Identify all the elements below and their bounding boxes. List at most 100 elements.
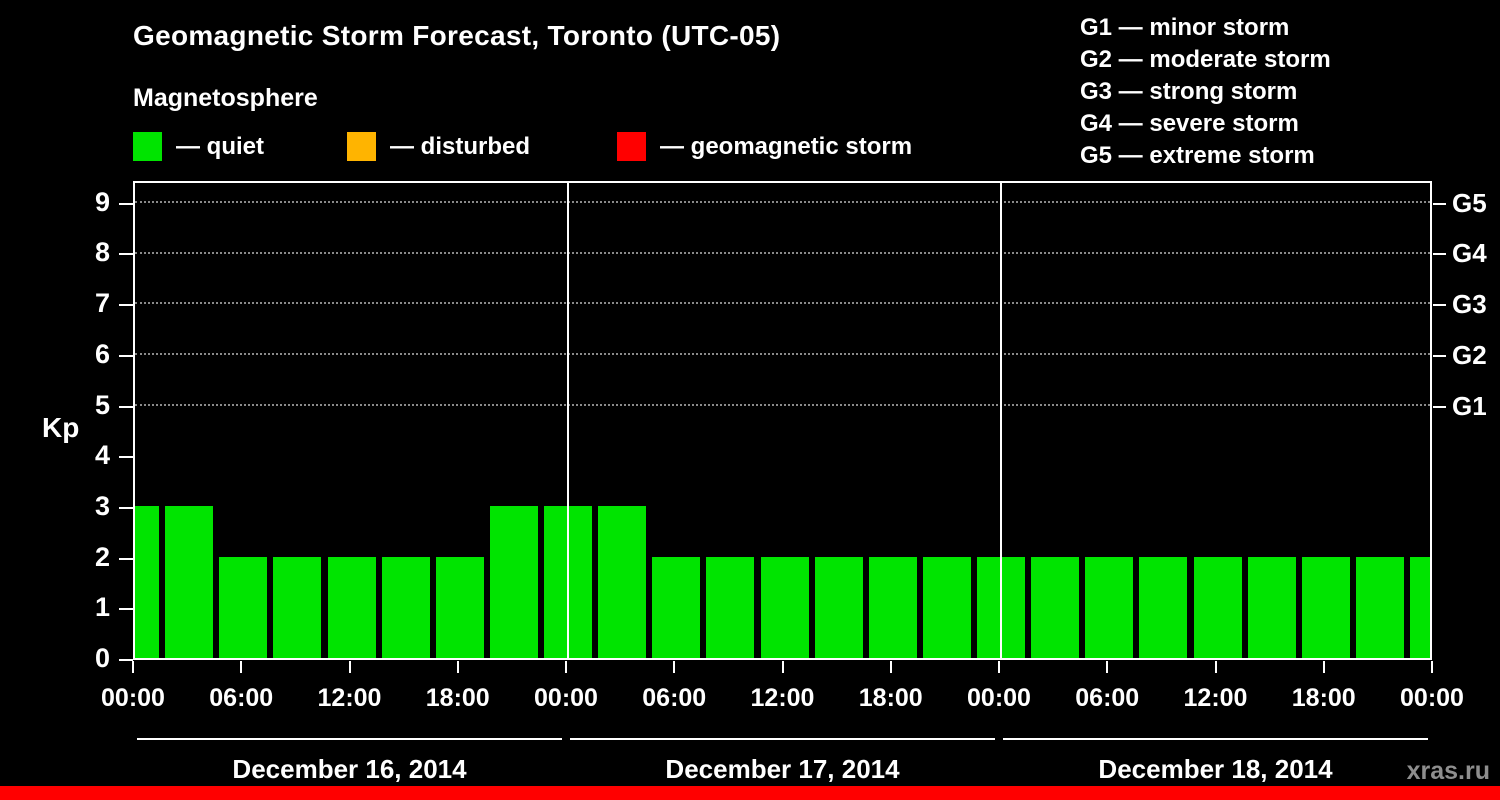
y-axis-tick-label: 8 (94, 237, 110, 268)
day-separator-line (567, 183, 569, 658)
legend-label: — quiet (176, 132, 264, 160)
x-axis-tick-label: 12:00 (750, 684, 815, 712)
right-axis-label: G4 (1452, 238, 1487, 269)
day-label: December 18, 2014 (1098, 754, 1333, 784)
g-legend-line: G4 — severe storm (1080, 110, 1299, 137)
gridline-kp6 (135, 352, 1430, 355)
kp-bar (327, 556, 376, 658)
kp-bar (706, 556, 755, 658)
x-axis-tick (998, 661, 1000, 673)
legend-item-disturbed: — disturbed (347, 132, 530, 161)
y-axis-tick (119, 659, 133, 661)
x-axis-tick (1214, 661, 1217, 673)
x-axis-tick (673, 661, 676, 673)
x-axis-tick (240, 661, 243, 673)
y-axis-tick-label: 1 (94, 592, 110, 623)
kp-bar (814, 556, 863, 658)
bottom-red-strip (0, 786, 1500, 800)
x-axis-tick-label: 00:00 (967, 684, 1031, 712)
x-axis-tick-label: 00:00 (1400, 684, 1464, 712)
kp-bar (1301, 556, 1350, 658)
disturbed-swatch (347, 132, 376, 161)
x-axis-tick (456, 661, 459, 673)
kp-bar (1355, 556, 1404, 658)
right-axis-tick (1433, 354, 1446, 357)
day-bracket (137, 738, 562, 740)
y-axis-tick (119, 405, 133, 408)
day-bracket (1003, 738, 1428, 740)
x-axis-tick (132, 661, 134, 673)
x-axis-tick-label: 18:00 (858, 684, 923, 712)
right-axis-label: G1 (1452, 390, 1487, 421)
x-axis-tick (1106, 661, 1109, 673)
legend-label: — disturbed (390, 132, 531, 160)
y-axis-tick (119, 506, 133, 509)
geomagnetic-storm-swatch (617, 132, 646, 161)
y-axis-tick-label: 3 (94, 490, 110, 521)
y-axis-tick-label: 9 (94, 186, 110, 217)
legend-item-geomagnetic-storm: — geomagnetic storm (617, 132, 912, 161)
x-axis-tick (781, 661, 784, 673)
quiet-swatch (133, 132, 162, 161)
x-axis-tick-label: 18:00 (1291, 684, 1356, 712)
x-axis-tick (565, 661, 567, 673)
kp-bar (760, 556, 809, 658)
kp-bar (1139, 556, 1188, 658)
gridline-kp8 (135, 251, 1430, 254)
y-axis-tick (119, 608, 133, 611)
right-axis-tick (1433, 405, 1446, 408)
x-axis-tick-label: 12:00 (1183, 684, 1248, 712)
x-axis-tick (889, 661, 892, 673)
x-axis-tick-label: 06:00 (642, 684, 707, 712)
chart-title: Geomagnetic Storm Forecast, Toronto (UTC… (133, 20, 781, 51)
g-legend-line: G3 — strong storm (1080, 78, 1298, 105)
kp-bar (652, 556, 701, 658)
x-axis-tick-label: 12:00 (317, 684, 382, 712)
x-axis-tick (1322, 661, 1325, 673)
x-axis-tick-label: 00:00 (101, 684, 165, 712)
gridline-kp9 (135, 200, 1430, 203)
kp-bar (1247, 556, 1296, 658)
right-axis-tick (1433, 304, 1446, 307)
kp-bar (922, 556, 971, 658)
kp-bar (1031, 556, 1080, 658)
legend-label: — geomagnetic storm (660, 132, 913, 160)
x-axis-tick (348, 661, 351, 673)
g-legend-line: G2 — moderate storm (1080, 46, 1331, 73)
g-legend-line: G1 — minor storm (1080, 14, 1290, 41)
kp-bar (1085, 556, 1134, 658)
kp-bar (1410, 556, 1430, 658)
right-axis-label: G3 (1452, 289, 1487, 320)
y-axis-tick (119, 304, 133, 307)
right-axis-label: G2 (1452, 339, 1487, 370)
y-axis-tick-label: 5 (94, 389, 110, 420)
kp-bar (1193, 556, 1242, 658)
y-axis-tick (119, 202, 133, 205)
y-axis-tick-label: 0 (94, 643, 110, 673)
kp-bar (598, 505, 647, 658)
y-axis-tick-label: 7 (94, 288, 110, 319)
day-separator-line (1000, 183, 1002, 658)
watermark: xras.ru (1406, 757, 1490, 785)
chart-subtitle: Magnetosphere (133, 84, 318, 112)
y-axis-tick-label: 2 (94, 541, 110, 572)
day-label: December 16, 2014 (232, 754, 467, 784)
y-axis-tick (119, 354, 133, 357)
y-axis-title: Kp (42, 412, 80, 443)
g-legend-line: G5 — extreme storm (1080, 142, 1315, 169)
x-axis-tick-label: 18:00 (425, 684, 490, 712)
right-axis-tick (1433, 202, 1446, 205)
kp-bar (165, 505, 214, 658)
y-axis-tick (119, 557, 133, 560)
kp-bar (219, 556, 268, 658)
x-axis-tick (1431, 661, 1433, 673)
y-axis-tick-label: 4 (94, 440, 110, 471)
day-label: December 17, 2014 (665, 754, 900, 784)
y-axis-tick (119, 253, 133, 256)
kp-bar (435, 556, 484, 658)
right-axis-label: G5 (1452, 187, 1487, 218)
legend-item-quiet: — quiet (133, 132, 264, 161)
y-axis-tick-label: 6 (94, 338, 110, 369)
right-axis-tick (1433, 253, 1446, 256)
